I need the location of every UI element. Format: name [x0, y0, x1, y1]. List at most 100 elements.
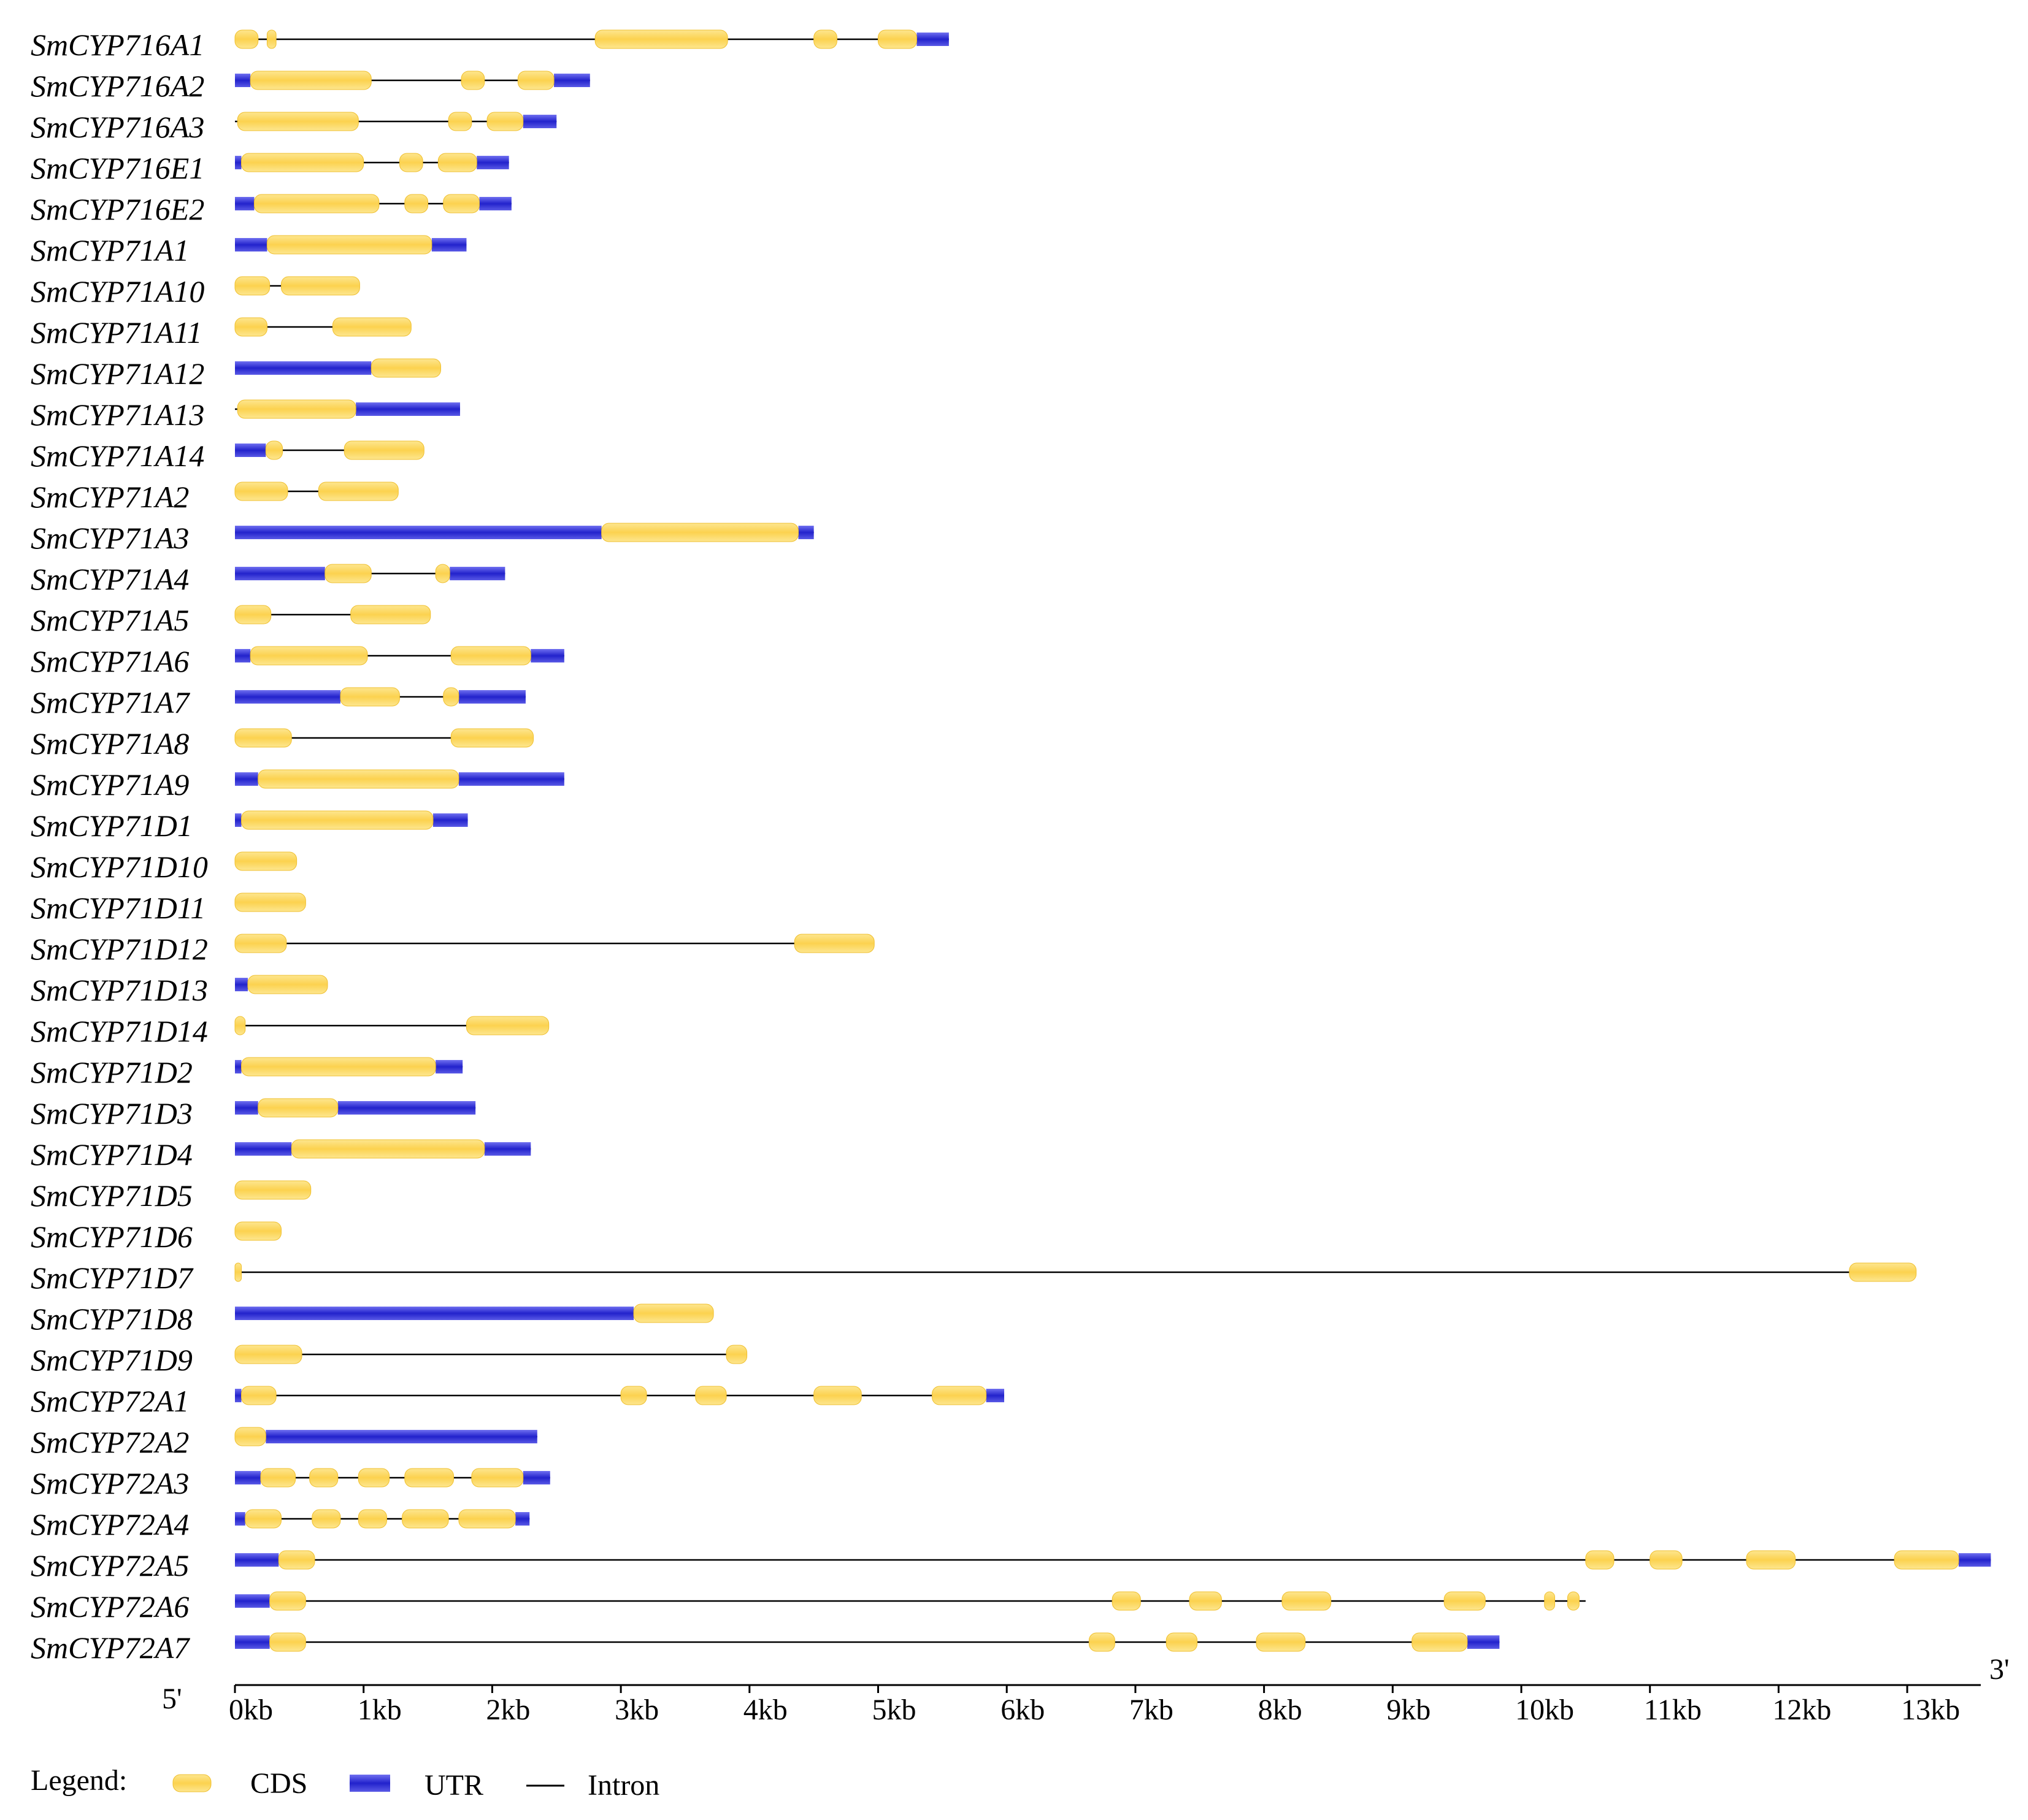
utr-block: [235, 978, 248, 991]
five-prime-label: 5': [162, 1683, 182, 1715]
gene-row: SmCYP71D10: [31, 850, 298, 884]
x-tick-label: 5kb: [872, 1694, 916, 1726]
utr-block: [798, 526, 814, 539]
gene-row: SmCYP71D9: [31, 1343, 748, 1377]
cds-block: [325, 564, 372, 583]
gene-label: SmCYP71A11: [31, 315, 202, 350]
cds-block: [344, 440, 424, 460]
cds-block: [1112, 1591, 1141, 1611]
utr-block: [235, 1307, 634, 1320]
utr-block: [523, 1471, 550, 1484]
cds-block: [458, 1509, 516, 1529]
utr-block: [1958, 1553, 1991, 1567]
utr-block: [916, 33, 949, 46]
cds-block: [1443, 1591, 1486, 1611]
cds-block: [234, 1180, 312, 1200]
gene-label: SmCYP71A6: [31, 644, 189, 678]
cds-block: [234, 317, 267, 337]
cds-block: [234, 851, 298, 871]
gene-label: SmCYP71A14: [31, 439, 204, 473]
cds-block: [245, 1509, 282, 1529]
utr-block: [235, 1101, 258, 1115]
cds-block: [601, 523, 799, 542]
gene-label: SmCYP71D5: [31, 1178, 193, 1213]
gene-row: SmCYP71A7: [31, 685, 526, 720]
utr-block: [986, 1389, 1005, 1402]
x-tick-label: 8kb: [1258, 1694, 1302, 1726]
cds-block: [1585, 1550, 1615, 1570]
cds-block: [260, 1468, 296, 1488]
cds-block: [250, 646, 368, 666]
legend-utr-label: UTR: [424, 1769, 483, 1802]
cds-block: [234, 1427, 266, 1446]
gene-row: SmCYP71A8: [31, 726, 534, 761]
cds-block: [240, 1386, 277, 1405]
legend-intron-label: Intron: [588, 1769, 659, 1802]
gene-label: SmCYP71A8: [31, 726, 189, 761]
cds-block: [280, 276, 360, 296]
cds-block: [1746, 1550, 1796, 1570]
gene-label: SmCYP71D1: [31, 808, 193, 843]
cds-block: [266, 235, 432, 255]
gene-row: SmCYP71D3: [31, 1096, 476, 1131]
gene-label: SmCYP71D10: [31, 850, 208, 884]
utr-block: [531, 649, 564, 662]
gene-row: SmCYP71D14: [31, 1014, 550, 1048]
gene-label: SmCYP72A1: [31, 1384, 189, 1418]
cds-block: [594, 29, 728, 49]
utr-block: [235, 1594, 270, 1608]
gene-row: SmCYP72A1: [31, 1384, 1005, 1418]
legend-cds-swatch: [172, 1774, 212, 1792]
gene-label: SmCYP716E1: [31, 151, 204, 185]
cds-block: [309, 1468, 339, 1488]
cds-block: [291, 1139, 485, 1159]
cds-block: [620, 1386, 647, 1405]
utr-block: [235, 1060, 242, 1073]
cds-block: [813, 1386, 862, 1405]
gene-label: SmCYP71A2: [31, 480, 189, 514]
utr-block: [235, 813, 242, 827]
x-axis: 0kb 1kb 2kb 3kb 4kb 5kb 6kb 7kb 8kb 9kb 10kb 11kb 12…: [162, 1653, 2010, 1726]
gene-label: SmCYP71A4: [31, 562, 189, 596]
cds-block: [448, 112, 472, 131]
gene-row: SmCYP71A1: [31, 233, 467, 267]
cds-block: [350, 605, 431, 624]
gene-row: SmCYP72A6: [31, 1589, 1586, 1624]
gene-label: SmCYP71D12: [31, 932, 208, 966]
cds-block: [466, 1016, 550, 1035]
utr-block: [235, 690, 340, 704]
gene-label: SmCYP71A5: [31, 603, 189, 637]
cds-block: [258, 769, 459, 789]
gene-row: SmCYP72A7: [31, 1630, 1500, 1665]
cds-block: [250, 71, 372, 90]
utr-block: [523, 115, 557, 128]
cds-block: [1166, 1632, 1198, 1652]
gene-row: SmCYP716A2: [31, 69, 590, 103]
cds-block: [461, 71, 485, 90]
cds-block: [234, 934, 287, 953]
cds-block: [1281, 1591, 1332, 1611]
utr-block: [484, 1142, 531, 1156]
gene-label: SmCYP71D6: [31, 1219, 193, 1254]
cds-block: [237, 399, 356, 419]
utr-block: [235, 1553, 279, 1567]
gene-label: SmCYP716E2: [31, 192, 204, 226]
cds-block: [269, 1591, 306, 1611]
gene-label: SmCYP71D2: [31, 1055, 193, 1089]
x-tick-label: 0kb: [229, 1694, 273, 1726]
cds-block: [240, 810, 434, 830]
three-prime-label: 3': [1989, 1653, 2010, 1686]
gene-label: SmCYP71D9: [31, 1343, 193, 1377]
cds-block: [471, 1468, 524, 1488]
cds-block: [234, 1262, 242, 1282]
utr-block: [235, 197, 255, 210]
cds-block: [404, 1468, 454, 1488]
cds-block: [435, 564, 450, 583]
gene-label: SmCYP71A7: [31, 685, 190, 720]
utr-block: [356, 402, 460, 416]
gene-label: SmCYP716A3: [31, 110, 204, 144]
x-tick-label: 13kb: [1901, 1694, 1960, 1726]
utr-block: [436, 1060, 463, 1073]
utr-block: [432, 813, 468, 827]
cds-block: [1189, 1591, 1222, 1611]
